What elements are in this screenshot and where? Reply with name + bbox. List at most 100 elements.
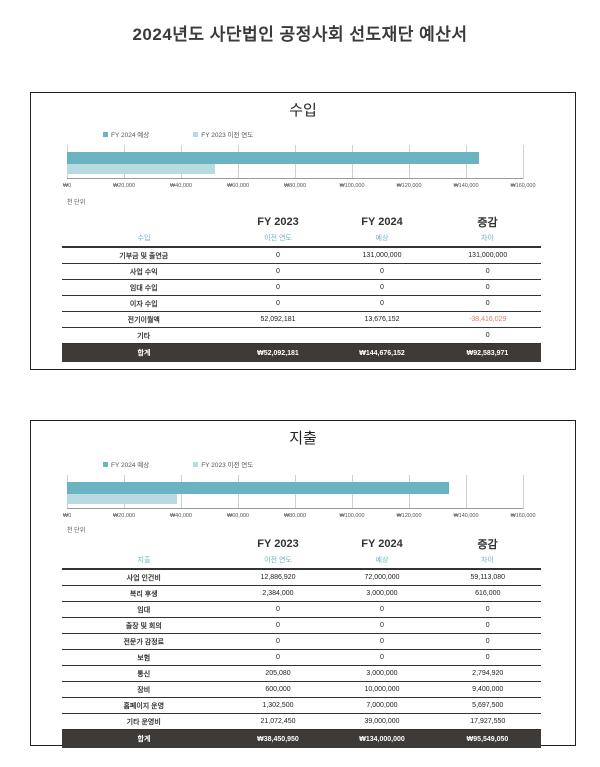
expense-sub-fy2024: 예상 [330, 553, 434, 570]
expense-total-diff: ₩95,549,050 [434, 729, 541, 748]
chart-baseline [67, 508, 523, 509]
income-bar-chart [67, 145, 524, 179]
expense-header-fy2024: FY 2024 [361, 538, 403, 550]
legend-label-fy2023: FY 2023 이전 연도 [201, 462, 254, 469]
income-cell-fy2024 [329, 327, 434, 344]
axis-tick-label: ₩40,000 [169, 513, 193, 519]
expense-total-label: 합계 [62, 729, 226, 748]
expense-cell-label: 보험 [62, 649, 226, 666]
expense-cell-label: 복리 후생 [62, 585, 226, 602]
legend-fy2023: FY 2023 이전 연도 [193, 129, 253, 139]
income-cell-fy2023: 0 [225, 279, 330, 296]
axis-tick-label: ₩120,000 [396, 183, 422, 189]
income-cell-label: 임대 수입 [62, 279, 226, 296]
expense-cell-fy2024: 0 [329, 617, 434, 634]
expense-cell-fy2023: 0 [225, 617, 330, 634]
expense-cell-fy2023: 1,302,500 [225, 697, 330, 714]
expense-axis-labels: ₩0 ₩20,000 ₩40,000 ₩60,000 ₩80,000 ₩100,000 ₩1… [63, 513, 536, 523]
expense-cell-label: 장비 [62, 681, 226, 698]
income-total-diff: ₩92,583,971 [434, 343, 541, 362]
income-column-label: 수입 [62, 231, 226, 248]
legend-swatch-fy2024 [103, 461, 108, 467]
income-cell-diff: -38,416,029 [433, 311, 541, 328]
income-cell-diff: 0 [433, 263, 541, 280]
page-title: 2024년도 사단법인 공정사회 선도재단 예산서 [132, 25, 468, 44]
income-cell-fy2023: 0 [225, 295, 330, 312]
expense-cell-fy2023: 21,072,450 [225, 713, 330, 730]
axis-tick-label: ₩100,000 [339, 183, 365, 189]
income-header-fy2023: FY 2023 [257, 216, 299, 228]
income-cell-fy2024: 13,676,152 [329, 311, 434, 328]
income-cell-label: 기타 [62, 327, 226, 344]
axis-tick-label: ₩100,000 [339, 513, 365, 519]
expense-cell-fy2024: 3,000,000 [329, 585, 434, 602]
expense-table-row: 홈페이지 운영 1,302,500 7,000,000 5,697,500 [62, 697, 541, 714]
income-table-row: 전기이월액 52,092,181 13,676,152 -38,416,029 [62, 311, 541, 328]
income-cell-diff: 131,000,000 [433, 247, 541, 264]
income-table-row: 기부금 및 출연금 0 131,000,000 131,000,000 [62, 247, 541, 264]
income-section-title: 수입 [289, 102, 317, 119]
legend-label-fy2024: FY 2024 예상 [111, 132, 150, 139]
bar-fy2024 [67, 152, 480, 164]
chart-baseline [67, 178, 523, 179]
income-table-row: 이자 수입 0 0 0 [62, 295, 541, 312]
expense-panel: 지출 FY 2024 예상 FY 2023 이전 연도 ₩0 ₩20,000 ₩40… [30, 420, 576, 748]
expense-cell-fy2023: 0 [225, 601, 330, 618]
expense-cell-fy2023: 12,886,920 [225, 569, 330, 586]
expense-cell-diff: 616,000 [433, 585, 541, 602]
expense-cell-label: 임대 [62, 601, 226, 618]
legend-fy2023: FY 2023 이전 연도 [193, 459, 253, 469]
expense-table-row: 기타 운영비 21,072,450 39,000,000 17,927,550 [62, 713, 541, 730]
income-header-blank [62, 213, 226, 231]
expense-table-row: 복리 후생 2,384,000 3,000,000 616,000 [62, 585, 541, 602]
chart-gridline [523, 145, 524, 179]
income-cell-label: 기부금 및 출연금 [62, 247, 226, 264]
income-sub-fy2024: 예상 [330, 231, 434, 248]
expense-cell-label: 사업 인건비 [62, 569, 226, 586]
axis-tick-label: ₩140,000 [453, 183, 479, 189]
expense-table-row: 임대 0 0 0 [62, 601, 541, 618]
expense-section-title: 지출 [289, 430, 317, 447]
income-header-fy2024: FY 2024 [361, 216, 403, 228]
expense-header-change: 증감 [477, 539, 498, 551]
expense-cell-diff: 0 [433, 649, 541, 666]
expense-cell-label: 홈페이지 운영 [62, 697, 226, 714]
expense-header-fy2023: FY 2023 [257, 538, 299, 550]
income-total-fy2024: ₩144,676,152 [330, 343, 434, 362]
expense-cell-label: 출장 및 회의 [62, 617, 226, 634]
income-cell-fy2024: 0 [329, 295, 434, 312]
bar-fy2024 [67, 482, 449, 494]
expense-cell-fy2024: 39,000,000 [329, 713, 434, 730]
expense-cell-label: 통신 [62, 665, 226, 682]
axis-tick-label: ₩140,000 [453, 513, 479, 519]
expense-cell-diff: 59,113,080 [433, 569, 541, 586]
expense-cell-label: 기타 운영비 [62, 713, 226, 730]
income-cell-diff: 0 [433, 279, 541, 296]
axis-tick-label: ₩80,000 [283, 183, 307, 189]
expense-cell-fy2024: 7,000,000 [329, 697, 434, 714]
income-cell-fy2023: 0 [225, 263, 330, 280]
axis-tick-label: ₩40,000 [169, 183, 193, 189]
expense-table-row: 보험 0 0 0 [62, 649, 541, 666]
expense-table: FY 2023 FY 2024 증감 지출 이전 연도 예상 차이 사업 인건비… [62, 535, 541, 748]
legend-swatch-fy2023 [193, 131, 199, 137]
expense-cell-fy2023: 2,384,000 [225, 585, 330, 602]
expense-cell-label: 전문가 감정료 [62, 633, 226, 650]
bar-fy2023 [67, 494, 177, 504]
expense-unit-label: 천 단위 [67, 528, 86, 534]
expense-sub-fy2023: 이전 연도 [226, 553, 330, 570]
income-panel: 수입 FY 2024 예상 FY 2023 이전 연도 ₩0 ₩20,000 ₩40… [30, 92, 576, 370]
expense-legend: FY 2024 예상 FY 2023 이전 연도 [103, 459, 253, 469]
expense-total-fy2023: ₩38,450,950 [226, 729, 330, 748]
axis-tick-label: ₩0 [62, 513, 72, 519]
income-cell-fy2023: 0 [225, 247, 330, 264]
axis-tick-label: ₩80,000 [283, 513, 307, 519]
expense-header-blank [62, 535, 226, 553]
income-total-fy2023: ₩52,092,181 [226, 343, 330, 362]
expense-cell-diff: 0 [433, 601, 541, 618]
expense-cell-diff: 0 [433, 617, 541, 634]
expense-sub-change: 차이 [434, 553, 541, 570]
expense-bar-chart [67, 475, 524, 509]
expense-total-row: 합계 ₩38,450,950 ₩134,000,000 ₩95,549,050 [62, 729, 541, 748]
expense-cell-fy2024: 72,000,000 [329, 569, 434, 586]
